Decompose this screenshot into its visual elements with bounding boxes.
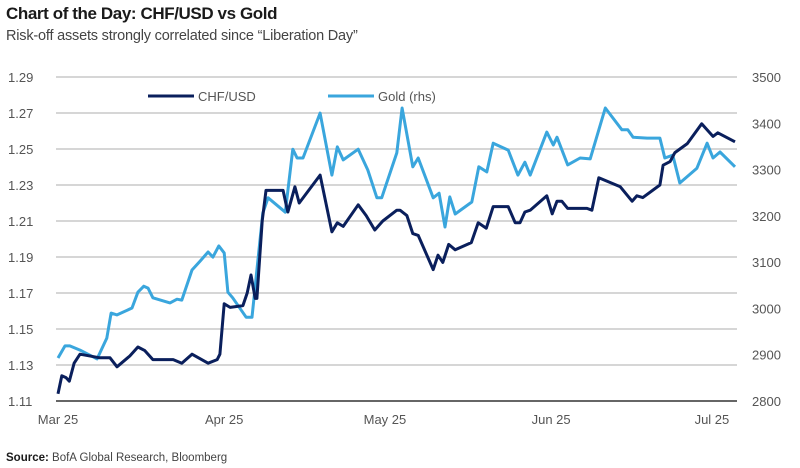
left-tick-label: 1.17 <box>8 286 33 301</box>
right-axis-ticks: 3500 3400 3300 3200 3100 3000 2900 2800 <box>752 70 781 409</box>
legend-label: Gold (rhs) <box>378 89 436 104</box>
x-axis-ticks: Mar 25 Apr 25 May 25 Jun 25 Jul 25 <box>38 412 730 427</box>
left-tick-label: 1.11 <box>8 394 32 409</box>
chart-title: Chart of the Day: CHF/USD vs Gold <box>6 4 278 23</box>
left-tick-label: 1.13 <box>8 358 33 373</box>
x-tick-label: Apr 25 <box>205 412 243 427</box>
right-tick-label: 2900 <box>752 348 781 363</box>
series-line-gold-rhs- <box>56 106 737 361</box>
x-tick-label: Jun 25 <box>532 412 571 427</box>
right-tick-label: 3300 <box>752 163 781 178</box>
right-tick-label: 3200 <box>752 209 781 224</box>
source-text: BofA Global Research, Bloomberg <box>48 452 228 464</box>
series-line-chf-usd <box>56 122 736 395</box>
x-tick-label: Jul 25 <box>695 412 730 427</box>
source-label: Source: <box>6 452 49 464</box>
left-tick-label: 1.15 <box>8 322 33 337</box>
gridlines <box>56 76 737 402</box>
x-tick-label: Mar 25 <box>38 412 78 427</box>
left-tick-label: 1.19 <box>8 250 33 265</box>
right-tick-label: 3400 <box>752 116 781 131</box>
legend-label: CHF/USD <box>198 89 256 104</box>
left-axis-ticks: 1.29 1.27 1.25 1.23 1.21 1.19 1.17 1.15 1.13 1.11 <box>8 70 33 409</box>
left-tick-label: 1.27 <box>8 106 33 121</box>
left-tick-label: 1.29 <box>8 70 33 85</box>
chart-subtitle: Risk-off assets strongly correlated sinc… <box>6 28 358 44</box>
left-tick-label: 1.21 <box>8 214 33 229</box>
left-tick-label: 1.23 <box>8 178 33 193</box>
right-tick-label: 3100 <box>752 255 781 270</box>
series-lines <box>56 106 737 395</box>
right-tick-label: 3000 <box>752 301 781 316</box>
right-tick-label: 3500 <box>752 70 781 85</box>
right-tick-label: 2800 <box>752 394 781 409</box>
source-note: Source: BofA Global Research, Bloomberg <box>6 452 227 464</box>
x-tick-label: May 25 <box>364 412 407 427</box>
left-tick-label: 1.25 <box>8 142 33 157</box>
legend: CHF/USD Gold (rhs) <box>148 89 436 104</box>
